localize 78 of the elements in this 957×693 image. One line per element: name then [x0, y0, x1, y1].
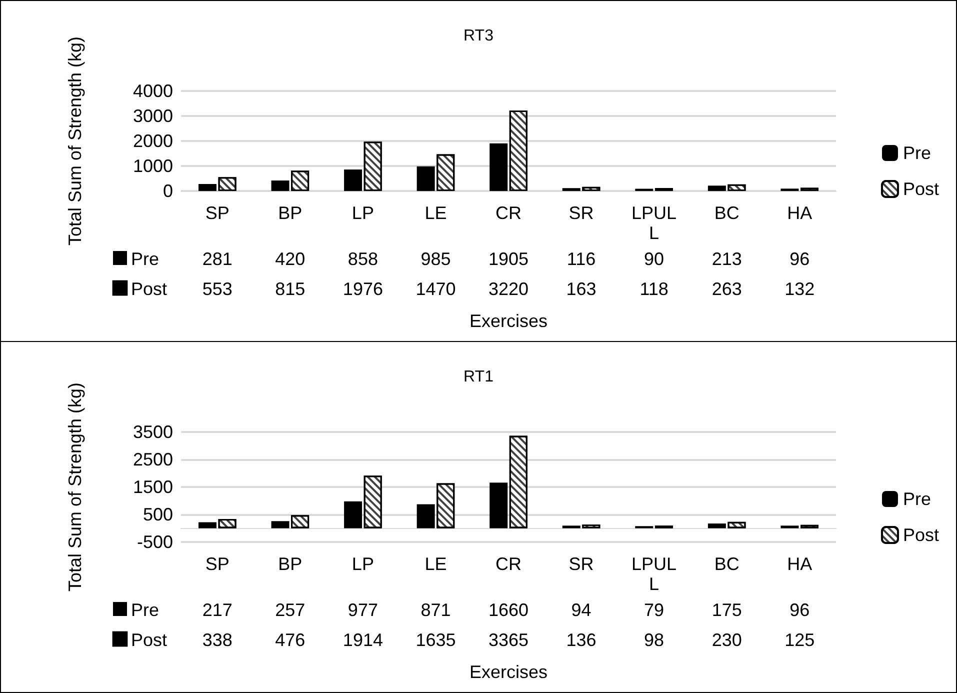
data-label: 263 [712, 279, 742, 299]
x-axis-title: Exercises [469, 311, 548, 331]
x-tick-label: CR [496, 554, 522, 574]
data-label: 163 [566, 279, 596, 299]
y-tick-label: 1000 [132, 156, 173, 176]
y-axis-title: Total Sum of Strength (kg) [65, 382, 85, 592]
data-label: 257 [275, 600, 306, 620]
data-label: 3365 [488, 630, 529, 650]
data-label: 116 [566, 249, 596, 269]
text: Pre [902, 489, 931, 509]
y-tick-label: 4000 [132, 81, 173, 101]
x-tick-label: BP [278, 203, 302, 223]
data-label: 871 [420, 600, 451, 620]
data-label: 3220 [488, 279, 529, 299]
data-label: 175 [712, 600, 742, 620]
x-tick-label: CR [496, 203, 522, 223]
x-tick-label: LE [424, 554, 447, 574]
data-label: 96 [790, 600, 810, 620]
data-label: 338 [202, 630, 232, 650]
data-label: 858 [348, 249, 378, 269]
data-label: 136 [566, 630, 596, 650]
data-label: 96 [790, 249, 810, 269]
data-label: 1660 [488, 600, 529, 620]
data-label: 118 [640, 279, 668, 299]
data-label: 1470 [416, 279, 456, 299]
chart-title: RT1 [464, 368, 494, 386]
data-label: 1976 [342, 279, 383, 299]
y-tick-label: 1500 [132, 477, 173, 497]
x-axis-title: Exercises [469, 662, 548, 682]
data-label: 125 [784, 630, 815, 650]
data-label: 985 [420, 249, 451, 269]
x-tick-label: SR [568, 554, 594, 574]
x-tick-label: BC [714, 203, 740, 223]
chart-title: RT3 [464, 28, 494, 44]
y-tick-label: 3000 [132, 106, 173, 126]
data-label: 420 [275, 249, 306, 269]
y-tick-label: 3500 [132, 422, 173, 442]
text: Post [131, 279, 168, 299]
text: Post [131, 630, 168, 650]
data-label: 281 [202, 249, 232, 269]
data-label: 230 [712, 630, 742, 650]
x-tick-label: BP [278, 554, 302, 574]
data-label: 1905 [488, 249, 529, 269]
y-tick-label: -500 [136, 532, 173, 552]
x-tick-label: SP [205, 554, 230, 574]
data-label: 977 [348, 600, 378, 620]
x-tick-label: HA [787, 554, 812, 574]
data-label: 98 [644, 630, 664, 650]
data-label: 553 [202, 279, 232, 299]
x-tick-label: BC [714, 554, 740, 574]
data-label: 815 [275, 279, 306, 299]
legend-label: Post [902, 525, 940, 545]
x-tick-label: LP [352, 203, 374, 223]
x-tick-label: LPULL [632, 554, 677, 594]
data-label: 217 [202, 600, 232, 620]
data-label: 132 [784, 279, 815, 299]
y-tick-label: 0 [162, 181, 173, 201]
data-label: 1635 [416, 630, 456, 650]
x-tick-label: LPULL [632, 203, 677, 243]
data-label: 213 [712, 249, 742, 269]
x-tick-label: HA [787, 203, 812, 223]
data-label: 94 [571, 600, 592, 620]
y-tick-label: 500 [142, 504, 173, 524]
data-label: 476 [275, 630, 306, 650]
data-label: 79 [644, 600, 664, 620]
x-tick-label: LE [424, 203, 447, 223]
text: Pre [902, 143, 931, 163]
y-tick-label: 2500 [132, 450, 173, 470]
data-label: 90 [644, 249, 664, 269]
legend-label: Pre [131, 600, 160, 620]
legend-label: Post [902, 179, 940, 199]
data-label: 1914 [342, 630, 383, 650]
x-tick-label: SR [568, 203, 594, 223]
y-axis-title: Total Sum of Strength (kg) [65, 36, 85, 246]
x-tick-label: LP [352, 554, 374, 574]
legend-label: Pre [131, 249, 160, 269]
x-tick-label: SP [205, 203, 230, 223]
y-tick-label: 2000 [132, 131, 173, 151]
